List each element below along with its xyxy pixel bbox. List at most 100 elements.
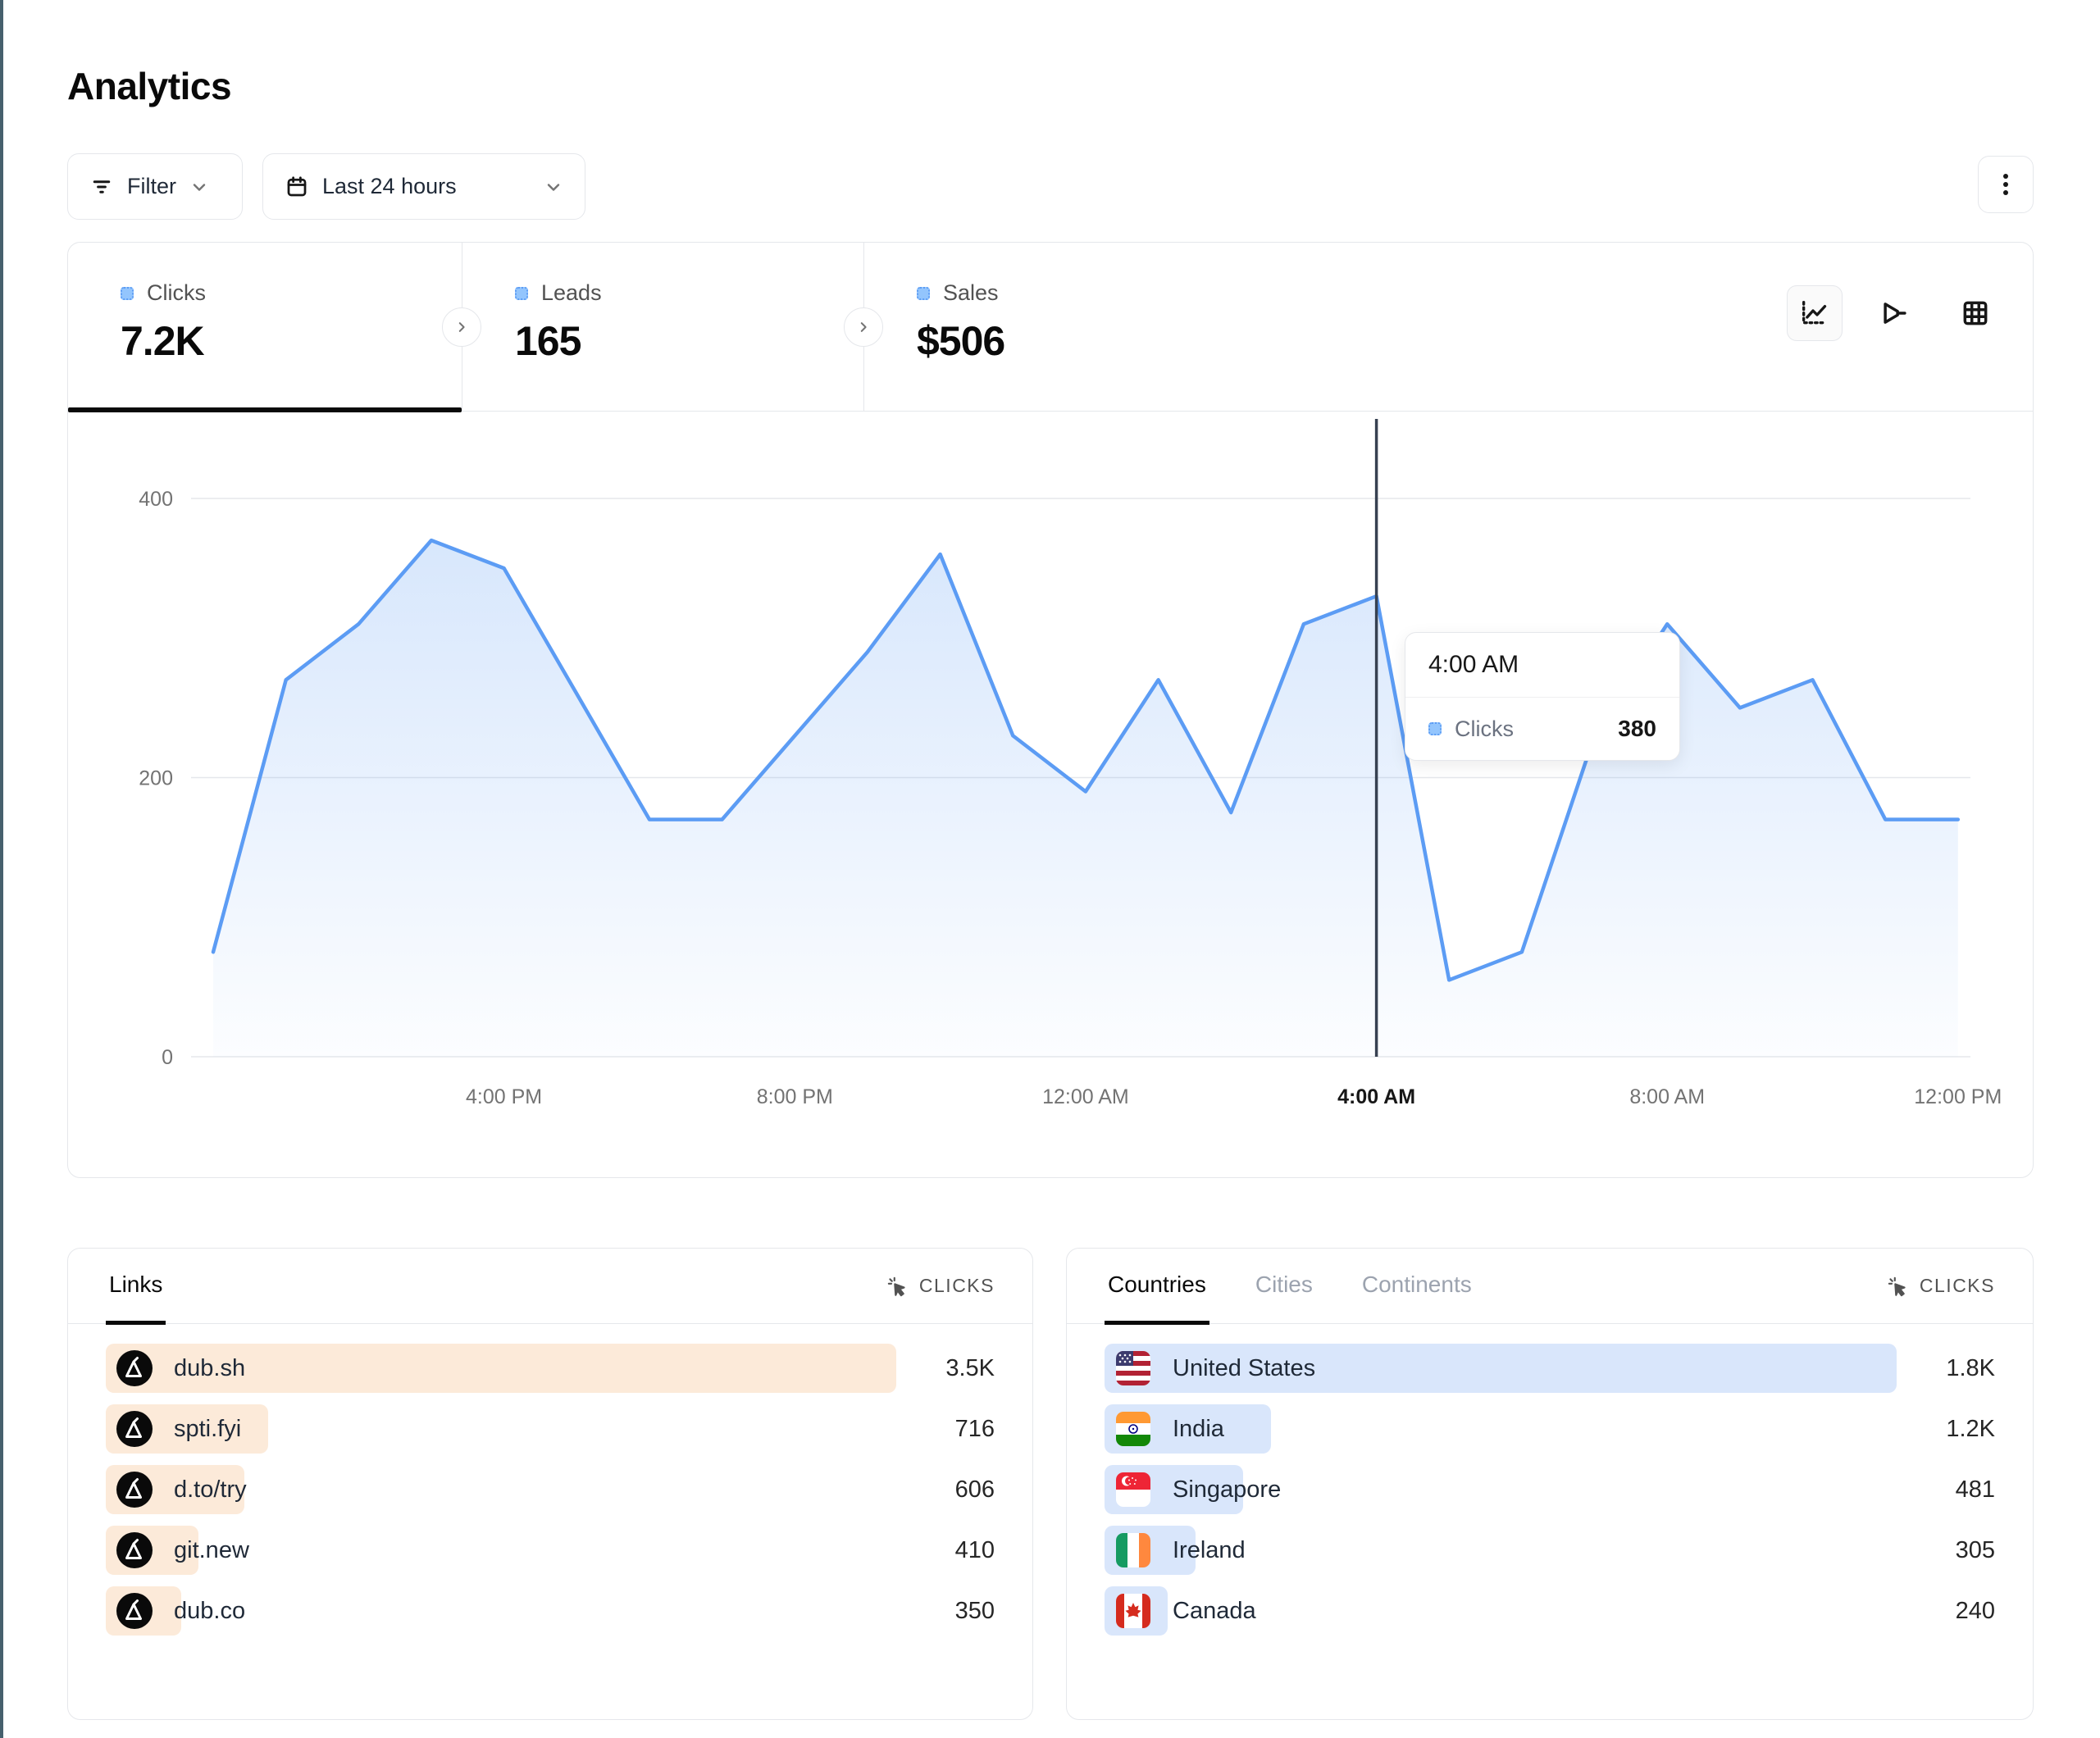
- leads-legend-swatch: [515, 286, 528, 300]
- list-item[interactable]: git.new 410: [106, 1526, 995, 1575]
- stat-value-sales: $506: [917, 318, 1005, 364]
- chart-view-switcher: [1787, 285, 2003, 341]
- cursor-click-icon: [885, 1274, 909, 1299]
- dub-logo-icon: [116, 1350, 153, 1386]
- svg-text:12:00 PM: 12:00 PM: [1914, 1085, 2002, 1108]
- svg-text:0: 0: [162, 1046, 173, 1069]
- links-metric-selector[interactable]: CLICKS: [885, 1249, 995, 1323]
- svg-text:4:00 PM: 4:00 PM: [466, 1085, 542, 1108]
- countries-panel: Countries Cities Continents CLICKS Unite…: [1066, 1248, 2034, 1720]
- filter-button[interactable]: Filter: [67, 153, 243, 220]
- date-range-label: Last 24 hours: [322, 174, 457, 198]
- row-label: dub.co: [174, 1597, 246, 1624]
- list-item[interactable]: d.to/try 606: [106, 1465, 995, 1514]
- row-value: 481: [1955, 1476, 1995, 1503]
- row-label: Singapore: [1173, 1476, 1282, 1503]
- links-list: dub.sh 3.5K spti.fyi 716 d.to/try 606 gi…: [68, 1324, 1032, 1636]
- flag-in-icon: [1115, 1411, 1151, 1447]
- row-label: Canada: [1173, 1597, 1256, 1624]
- stat-tab-leads[interactable]: Leads 165: [462, 243, 863, 412]
- clicks-chart: 0 200 400 4:00 PM 8:00 PM 12:00 AM 4:00 AM 8:00…: [139, 419, 2002, 1108]
- flag-us-icon: [1115, 1350, 1151, 1386]
- list-item[interactable]: Singapore 481: [1105, 1465, 1995, 1514]
- countries-metric-label: CLICKS: [1919, 1275, 1995, 1296]
- calendar-icon: [285, 175, 309, 199]
- list-item[interactable]: spti.fyi 716: [106, 1404, 995, 1454]
- line-chart-icon: [1798, 297, 1831, 330]
- list-item[interactable]: dub.sh 3.5K: [106, 1344, 995, 1393]
- tab-countries[interactable]: Countries: [1105, 1249, 1209, 1325]
- svg-text:8:00 PM: 8:00 PM: [757, 1085, 833, 1108]
- list-item[interactable]: Ireland 305: [1105, 1526, 1995, 1575]
- countries-list: United States 1.8K India 1.2K Singapore …: [1067, 1324, 2033, 1636]
- clicks-legend-swatch: [121, 286, 134, 300]
- dub-logo-icon: [116, 1472, 153, 1508]
- stat-value-leads: 165: [515, 318, 581, 364]
- stat-label: Clicks: [147, 280, 206, 305]
- chevron-right-icon: [454, 320, 469, 334]
- list-item[interactable]: United States 1.8K: [1105, 1344, 1995, 1393]
- page-title: Analytics: [67, 65, 232, 107]
- kebab-menu-icon: [1993, 171, 2018, 198]
- row-label: git.new: [174, 1536, 249, 1563]
- row-value: 240: [1955, 1597, 1995, 1624]
- flag-ie-icon: [1115, 1532, 1151, 1568]
- svg-text:400: 400: [139, 488, 173, 511]
- more-options-button[interactable]: [1978, 156, 2034, 213]
- funnel-view-button[interactable]: [1867, 285, 1923, 341]
- filter-button-label: Filter: [127, 174, 176, 198]
- clicks-legend-swatch: [1428, 722, 1442, 735]
- stat-tabs: Clicks 7.2K Leads 165 Sales $506: [68, 243, 2033, 412]
- tab-links[interactable]: Links: [106, 1249, 166, 1325]
- stat-tab-sales[interactable]: Sales $506: [863, 243, 1298, 412]
- row-label: dub.sh: [174, 1354, 246, 1381]
- grid-table-icon: [1960, 298, 1991, 329]
- row-bar: [1105, 1344, 1897, 1393]
- stat-tab-clicks[interactable]: Clicks 7.2K: [68, 243, 462, 412]
- row-value: 606: [954, 1476, 995, 1503]
- svg-text:200: 200: [139, 767, 173, 790]
- svg-text:8:00 AM: 8:00 AM: [1629, 1085, 1705, 1108]
- row-value: 305: [1955, 1536, 1995, 1563]
- flag-ca-icon: [1115, 1593, 1151, 1629]
- sales-legend-swatch: [917, 286, 930, 300]
- tooltip-value: 380: [1618, 716, 1656, 741]
- row-label: India: [1173, 1415, 1224, 1442]
- stat-label: Sales: [943, 280, 999, 305]
- list-item[interactable]: Canada 240: [1105, 1586, 1995, 1636]
- row-label: spti.fyi: [174, 1415, 242, 1442]
- row-value: 716: [954, 1415, 995, 1442]
- expand-clicks-button[interactable]: [442, 307, 481, 347]
- list-item[interactable]: dub.co 350: [106, 1586, 995, 1636]
- cursor-click-icon: [1885, 1274, 1910, 1299]
- tooltip-time: 4:00 AM: [1405, 633, 1679, 698]
- row-value: 3.5K: [945, 1354, 995, 1381]
- row-value: 1.8K: [1946, 1354, 1995, 1381]
- filter-icon: [89, 175, 114, 199]
- chart-tooltip: 4:00 AM Clicks 380: [1405, 632, 1680, 761]
- tab-cities[interactable]: Cities: [1255, 1271, 1313, 1297]
- line-chart-view-button[interactable]: [1787, 285, 1843, 341]
- list-item[interactable]: India 1.2K: [1105, 1404, 1995, 1454]
- countries-metric-selector[interactable]: CLICKS: [1885, 1249, 1995, 1323]
- tab-continents[interactable]: Continents: [1361, 1271, 1472, 1297]
- analytics-card: 0 200 400 4:00 PM 8:00 PM 12:00 AM 4:00 AM 8:00…: [67, 242, 2034, 1178]
- row-label: d.to/try: [174, 1476, 247, 1503]
- stat-value-clicks: 7.2K: [121, 318, 205, 364]
- funnel-icon: [1879, 298, 1911, 329]
- table-view-button[interactable]: [1947, 285, 2003, 341]
- row-value: 1.2K: [1946, 1415, 1995, 1442]
- expand-leads-button[interactable]: [844, 307, 883, 347]
- stat-label: Leads: [541, 280, 602, 305]
- row-bar: [106, 1344, 896, 1393]
- clicks-chart-area[interactable]: 0 200 400 4:00 PM 8:00 PM 12:00 AM 4:00 AM 8:00…: [68, 243, 2033, 1177]
- row-value: 350: [954, 1597, 995, 1624]
- date-range-button[interactable]: Last 24 hours: [262, 153, 585, 220]
- dub-logo-icon: [116, 1532, 153, 1568]
- window-edge-strip: [0, 0, 3, 1738]
- row-value: 410: [954, 1536, 995, 1563]
- chevron-down-icon: [544, 177, 563, 197]
- svg-text:4:00 AM: 4:00 AM: [1337, 1085, 1415, 1108]
- svg-text:12:00 AM: 12:00 AM: [1042, 1085, 1129, 1108]
